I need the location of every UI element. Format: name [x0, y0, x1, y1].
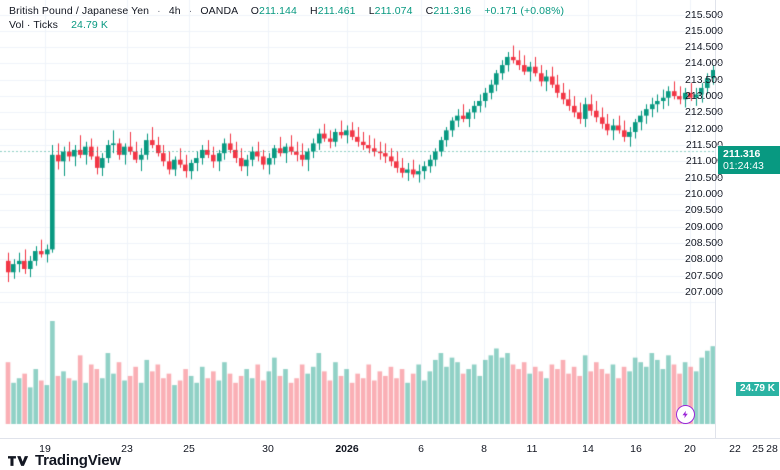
- price-tick-mark: [717, 30, 722, 32]
- price-tick-label: 215.000: [685, 24, 723, 37]
- time-tick-label: 14: [582, 443, 594, 455]
- price-tick-label: 208.500: [685, 236, 723, 249]
- time-tick-label: 16: [630, 443, 642, 455]
- price-tick-mark: [717, 14, 722, 16]
- time-tick-label: 23: [121, 443, 133, 455]
- price-tick-mark: [717, 210, 722, 212]
- tradingview-brand-text: TradingView: [35, 452, 121, 469]
- price-tick-mark: [717, 291, 722, 293]
- price-scale[interactable]: 211.316 01:24:43 24.79 K 215.500 215.000 2…: [685, 0, 780, 438]
- tradingview-brand[interactable]: TradingView: [8, 452, 121, 469]
- price-tick-label: 213.500: [685, 73, 723, 86]
- price-tick-label: 207.000: [685, 285, 723, 298]
- price-tick-mark: [717, 128, 722, 130]
- price-tick-label: 213.000: [685, 90, 723, 103]
- price-tick-mark: [717, 96, 722, 98]
- time-scale[interactable]: 19 23 25 30 2026 6 8 11 14 16 20 22 25 28: [0, 438, 780, 461]
- price-tick-label: 209.000: [685, 220, 723, 233]
- price-tick-label: 214.500: [685, 41, 723, 54]
- price-tick-label: 212.000: [685, 122, 723, 135]
- lightning-bolt-icon: [681, 410, 690, 419]
- time-tick-label: 8: [481, 443, 487, 455]
- price-tick-label: 211.000: [685, 155, 723, 168]
- time-tick-label: 22: [729, 443, 741, 455]
- alert-marker[interactable]: [676, 405, 695, 424]
- price-tick-label: 210.500: [685, 171, 723, 184]
- price-tick-mark: [717, 193, 722, 195]
- price-tick-label: 214.000: [685, 57, 723, 70]
- price-tick-label: 207.500: [685, 269, 723, 282]
- time-tick-label: 11: [526, 443, 538, 455]
- price-tick-mark: [717, 63, 722, 65]
- volume-value-badge[interactable]: 24.79 K: [735, 381, 779, 396]
- time-tick-label: 2026: [335, 443, 359, 455]
- price-tick-mark: [717, 242, 722, 244]
- price-tick-mark: [717, 79, 722, 81]
- bar-countdown: 01:24:43: [723, 160, 764, 173]
- price-tick-label: 211.500: [685, 139, 723, 152]
- time-tick-label: 25: [183, 443, 195, 455]
- price-tick-label: 210.000: [685, 187, 723, 200]
- last-price-badge[interactable]: 211.316 01:24:43: [718, 146, 780, 175]
- price-tick-label: 212.500: [685, 106, 723, 119]
- time-tick-label: 20: [684, 443, 696, 455]
- price-tick-label: 208.000: [685, 253, 723, 266]
- time-tick-label: 19: [39, 443, 51, 455]
- price-tick-mark: [717, 47, 722, 49]
- price-tick-mark: [717, 275, 722, 277]
- last-price-value: 211.316: [723, 148, 761, 161]
- tradingview-logo-icon: [8, 454, 30, 468]
- time-tick-label: 25: [752, 443, 764, 455]
- time-tick-label: 6: [418, 443, 424, 455]
- price-tick-mark: [717, 259, 722, 261]
- price-tick-mark: [717, 112, 722, 114]
- time-tick-label: 30: [262, 443, 274, 455]
- price-tick-mark: [717, 145, 722, 147]
- price-tick-mark: [717, 177, 722, 179]
- price-tick-mark: [717, 226, 722, 228]
- time-tick-label: 28: [766, 443, 778, 455]
- price-tick-label: 215.500: [685, 8, 723, 21]
- price-tick-label: 209.500: [685, 204, 723, 217]
